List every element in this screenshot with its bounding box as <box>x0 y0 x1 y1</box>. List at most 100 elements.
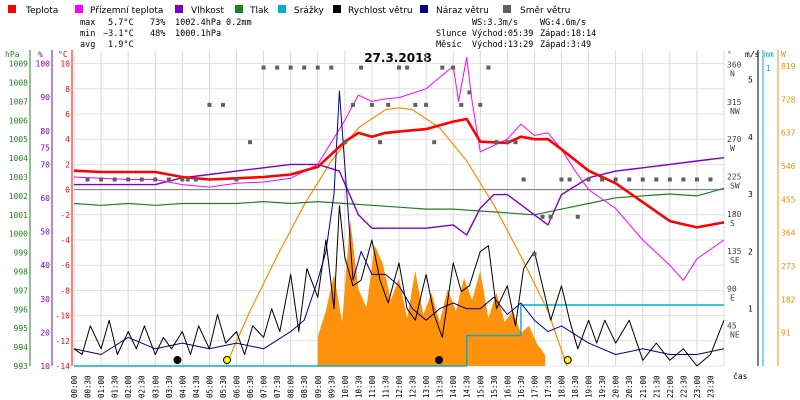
unit-pct: % <box>38 50 43 59</box>
x-tick-label: 15:30 <box>490 375 499 398</box>
wind-dir-point <box>486 65 491 70</box>
wind-dir-point <box>342 140 347 145</box>
legend-label-precipitation: Srážky <box>294 6 325 16</box>
pressure-tick-label: 997 <box>14 286 29 295</box>
wind-dir-point <box>234 177 239 182</box>
x-tick-label: 01:00 <box>97 375 106 398</box>
wind-dir-point <box>424 102 429 107</box>
wind-dir-point <box>559 177 564 182</box>
series-line-wind-speed <box>73 205 725 367</box>
x-tick-label: 14:30 <box>463 375 472 398</box>
x-tick-label: 09:00 <box>314 375 323 398</box>
ms-tick-label: 1 <box>748 305 753 314</box>
wind-dir-point <box>513 140 518 145</box>
time-label: čas <box>733 371 748 381</box>
x-tick-label: 13:00 <box>422 375 431 398</box>
x-tick-label: 06:00 <box>233 375 242 398</box>
x-tick-label: 12:30 <box>409 375 418 398</box>
dir-tick-label: 360 <box>727 61 742 70</box>
mm-tick-label: 1 <box>766 64 771 73</box>
wind-dir-point <box>139 177 144 182</box>
wind-dir-point <box>275 65 280 70</box>
dir-tick-label: 315 <box>727 98 742 107</box>
dir-name-label: SE <box>730 256 740 265</box>
x-tick-label: 02:30 <box>138 375 147 398</box>
x-tick-label: 09:30 <box>327 375 336 398</box>
pressure-tick-label: 994 <box>14 343 29 352</box>
wind-dir-point <box>329 65 334 70</box>
unit-hpa: hPa <box>5 50 20 59</box>
legend-item-precipitation: Srážky <box>278 5 325 16</box>
legend-item-wind-dir: Směr větru <box>503 5 570 16</box>
wind-dir-point <box>315 65 320 70</box>
legend: Teplota Přízemní teplota Vlhkost Tlak Sr… <box>8 5 570 16</box>
wind-dir-point <box>613 177 618 182</box>
temp-tick-label: 4 <box>65 135 70 144</box>
x-tick-label: 00:30 <box>84 375 93 398</box>
stat-max-hum: 73% <box>150 18 165 28</box>
temp-tick-label: 6 <box>65 110 70 119</box>
humidity-tick-label: 50 <box>40 228 50 237</box>
series-line-pressure <box>73 187 725 216</box>
unit-w: W <box>781 50 786 59</box>
stat-max-label: max <box>80 18 95 28</box>
wind-dir-point <box>654 177 659 182</box>
stat-avg-label: avg <box>80 40 95 50</box>
dir-tick-label: 45 <box>727 322 737 331</box>
x-tick-label: 01:30 <box>111 375 120 398</box>
x-tick-label: 23:30 <box>706 375 715 398</box>
wind-dir-point <box>153 177 158 182</box>
series-lines <box>73 56 725 367</box>
temp-tick-label: -6 <box>60 261 70 270</box>
stat-min-label: min <box>80 29 95 39</box>
pressure-tick-label: 1000 <box>9 230 28 239</box>
legend-label-wind-dir: Směr větru <box>520 6 570 16</box>
w-tick-label: 364 <box>781 229 796 238</box>
dir-name-label: NW <box>730 107 740 116</box>
wind-dir-point <box>708 177 713 182</box>
wind-dir-point <box>667 177 672 182</box>
dir-tick-label: 135 <box>727 247 742 256</box>
wind-dir-point <box>681 177 686 182</box>
wind-dir-point <box>532 252 537 257</box>
wind-dir-point <box>627 177 632 182</box>
humidity-tick-label: 30 <box>40 295 50 304</box>
x-tick-label: 10:00 <box>341 375 350 398</box>
x-tick-label: 03:00 <box>151 375 160 398</box>
wind-dir-point <box>248 140 253 145</box>
x-tick-label: 07:00 <box>260 375 269 398</box>
dir-name-label: E <box>730 293 735 302</box>
moonrise-marker <box>435 356 444 364</box>
x-tick-label: 13:30 <box>436 375 445 398</box>
series-line-precipitation <box>74 304 724 367</box>
wind-dir-point <box>494 140 499 145</box>
wind-dir-point <box>694 177 699 182</box>
w-tick-label: 546 <box>781 162 796 171</box>
temp-tick-label: 8 <box>65 85 70 94</box>
unit-ms: m/s <box>745 50 760 59</box>
solar-radiation <box>317 219 546 366</box>
stats-block: max 5.7°C 73% 1002.4hPa 0.2mm min −3.1°C… <box>80 18 596 50</box>
x-tick-label: 17:00 <box>530 375 539 398</box>
x-tick-label: 18:00 <box>558 375 567 398</box>
wind-dir-point <box>369 102 374 107</box>
pressure-tick-label: 995 <box>14 324 29 333</box>
legend-item-gust: Náraz větru <box>420 5 489 16</box>
ms-tick-label: 3 <box>748 190 753 199</box>
wind-dir-point <box>521 177 526 182</box>
pressure-tick-label: 996 <box>14 305 29 314</box>
sunrise-marker <box>223 356 232 364</box>
humidity-tick-label: 20 <box>40 328 50 337</box>
axis-ticks: 1009100810071006100510041003100210011000… <box>9 60 796 371</box>
pressure-tick-label: 1005 <box>9 135 28 144</box>
stat-ws: WS:3.3m/s <box>472 18 518 28</box>
temp-tick-label: 2 <box>65 160 70 169</box>
legend-label-temperature: Teplota <box>25 6 58 16</box>
temp-tick-label: -14 <box>56 362 71 371</box>
dir-tick-label: 270 <box>727 135 742 144</box>
x-tick-label: 16:30 <box>517 375 526 398</box>
wind-dir-point <box>600 177 605 182</box>
wind-dir-point <box>440 65 445 70</box>
stat-min-hum: 48% <box>150 29 165 39</box>
